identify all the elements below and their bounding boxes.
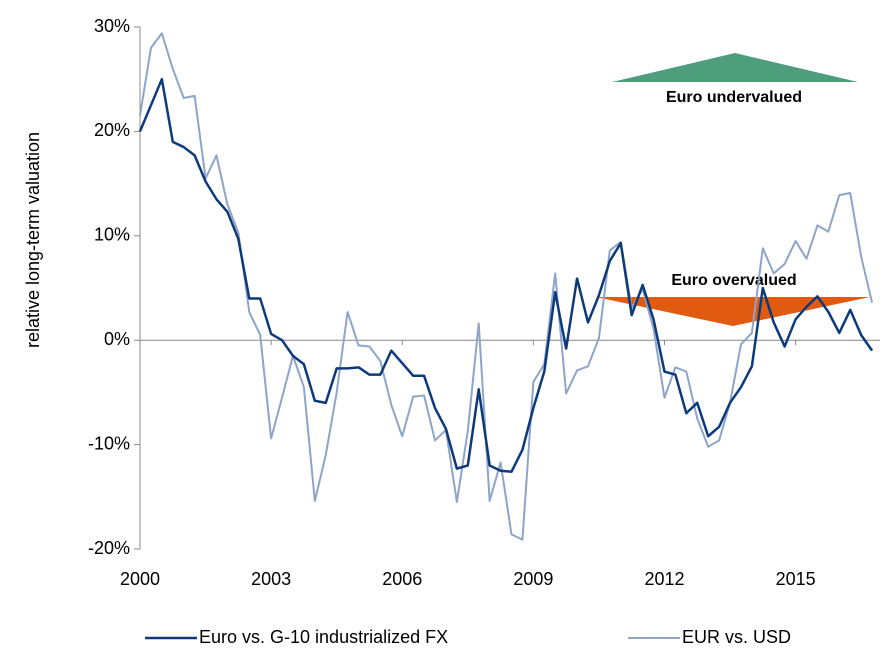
y-tick-label: 0% bbox=[104, 329, 130, 349]
series-line bbox=[139, 32, 874, 541]
series-line bbox=[138, 77, 874, 473]
x-tick-label: 2015 bbox=[776, 569, 816, 589]
annotation: Euro overvalued bbox=[671, 272, 796, 289]
overvalued-arrow bbox=[596, 297, 870, 326]
legend-label: EUR vs. USD bbox=[682, 627, 791, 647]
undervalued-arrow bbox=[612, 53, 858, 82]
x-tick-label: 2003 bbox=[251, 569, 291, 589]
y-tick-label: -20% bbox=[88, 538, 130, 558]
y-tick-label: 20% bbox=[94, 120, 130, 140]
y-axis-label: relative long-term valuation bbox=[23, 132, 43, 348]
x-tick-label: 2012 bbox=[644, 569, 684, 589]
y-tick-label: 30% bbox=[94, 16, 130, 36]
y-tick-label: -10% bbox=[88, 433, 130, 453]
x-tick-label: 2009 bbox=[513, 569, 553, 589]
y-tick-label: 10% bbox=[94, 225, 130, 245]
x-tick-label: 2000 bbox=[120, 569, 160, 589]
x-tick-label: 2006 bbox=[382, 569, 422, 589]
annotation: Euro undervalued bbox=[666, 89, 802, 106]
legend-label: Euro vs. G-10 industrialized FX bbox=[199, 627, 448, 647]
